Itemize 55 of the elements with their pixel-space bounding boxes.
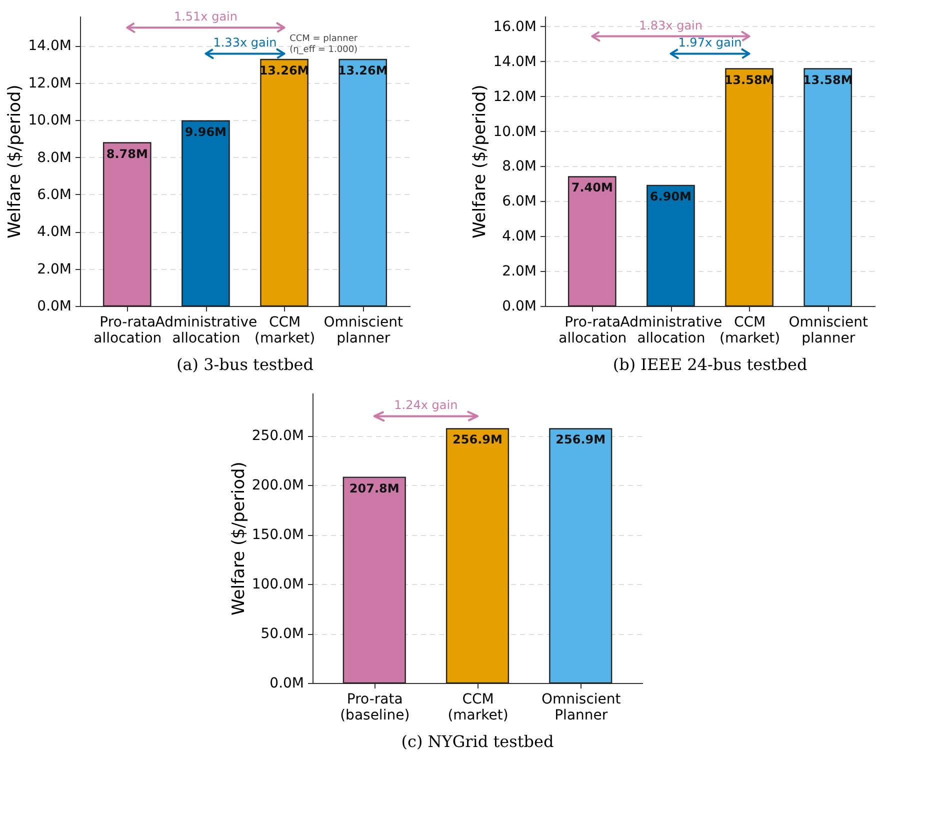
y-tick-label: 6.0M (37, 186, 72, 203)
y-tick-label: 12.0M (28, 75, 72, 92)
y-tick-label: 2.0M (37, 261, 72, 278)
annotation: CCM = planner (η_eff = 1.000) (290, 34, 358, 55)
data-label: 7.40M (571, 180, 613, 195)
annotation: 1.83x gain (638, 18, 702, 32)
annotation: 1.51x gain (174, 10, 238, 24)
annotation: 1.24x gain (394, 398, 458, 412)
y-axis-title: Welfare ($/period) (228, 462, 249, 616)
y-tick-label: 12.0M (493, 88, 536, 105)
y-tick-label: 200.0M (252, 478, 304, 494)
x-tick-label: Pro-rata (baseline) (340, 692, 410, 724)
text: (c) NYGrid testbed (401, 732, 554, 751)
y-tick-label: 6.0M (502, 194, 536, 210)
bar (725, 68, 774, 307)
bar (568, 176, 616, 307)
y-tick-label: 4.0M (502, 228, 536, 245)
y-tick-label: 10.0M (493, 124, 536, 140)
bar (102, 142, 152, 307)
x-tick-label: CCM (market) (448, 692, 508, 724)
data-label: 6.90M (650, 189, 692, 204)
y-tick-label: 0.0M (502, 298, 536, 314)
bar (182, 120, 230, 307)
y-axis-title: Welfare ($/period) (470, 84, 490, 238)
y-tick-label: 250.0M (252, 428, 304, 444)
bar (804, 68, 852, 307)
data-label: 256.9M (452, 432, 502, 447)
bar (646, 184, 695, 307)
text: (a) 3-bus testbed (176, 355, 314, 374)
y-tick-label: 2.0M (502, 264, 536, 280)
data-label: 8.78M (106, 146, 148, 161)
text: (b) IEEE 24-bus testbed (612, 355, 808, 374)
y-tick-label: 10.0M (28, 112, 72, 129)
x-tick-label: Omniscient planner (324, 314, 404, 346)
y-axis-title: Welfare ($/period) (5, 84, 26, 238)
annotation: 1.97x gain (678, 36, 742, 50)
y-tick-label: 16.0M (493, 18, 536, 35)
y-tick-label: 14.0M (493, 54, 536, 70)
y-tick-label: 0.0M (270, 676, 304, 692)
data-label: 9.96M (184, 124, 226, 139)
y-tick-label: 8.0M (502, 158, 536, 175)
y-tick-label: 150.0M (252, 527, 304, 544)
annotation: 1.33x gain (213, 36, 277, 50)
bar (338, 58, 388, 307)
y-tick-label: 0.0M (37, 298, 72, 314)
y-tick-label: 14.0M (28, 38, 72, 54)
data-label: 207.8M (349, 481, 400, 496)
y-tick-label: 8.0M (37, 150, 72, 166)
y-tick-label: 4.0M (37, 224, 72, 240)
x-tick-label: Omniscient planner (788, 314, 869, 346)
y-tick-label: 100.0M (252, 576, 304, 593)
x-tick-label: Omniscient Planner (541, 692, 622, 724)
y-tick-label: 50.0M (260, 626, 304, 642)
data-label: 256.9M (556, 432, 606, 447)
bar (260, 58, 308, 307)
